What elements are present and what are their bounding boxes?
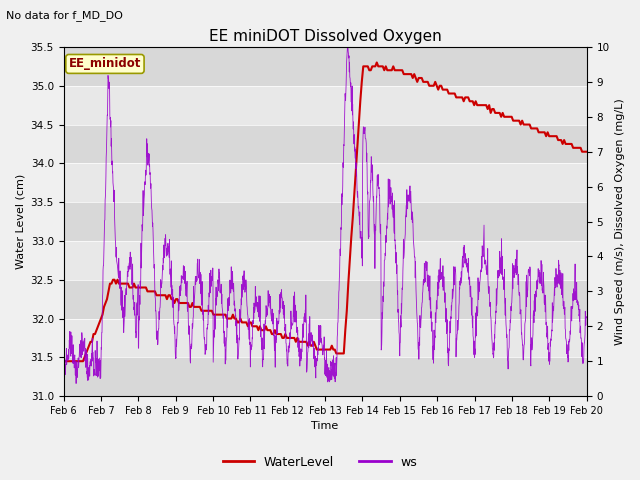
Bar xyxy=(63,280,587,319)
Text: EE_minidot: EE_minidot xyxy=(68,58,141,71)
Bar xyxy=(63,319,587,357)
Y-axis label: Wind Speed (m/s), Dissolved Oxygen (mg/L): Wind Speed (m/s), Dissolved Oxygen (mg/L… xyxy=(615,98,625,345)
Bar xyxy=(63,357,587,396)
Title: EE miniDOT Dissolved Oxygen: EE miniDOT Dissolved Oxygen xyxy=(209,29,442,44)
Bar xyxy=(63,86,587,124)
Text: No data for f_MD_DO: No data for f_MD_DO xyxy=(6,10,124,21)
Legend: WaterLevel, ws: WaterLevel, ws xyxy=(218,451,422,474)
Bar xyxy=(63,202,587,241)
Bar xyxy=(63,47,587,86)
Y-axis label: Water Level (cm): Water Level (cm) xyxy=(15,174,25,269)
Bar xyxy=(63,163,587,202)
X-axis label: Time: Time xyxy=(312,421,339,432)
Bar xyxy=(63,241,587,280)
Bar xyxy=(63,124,587,163)
